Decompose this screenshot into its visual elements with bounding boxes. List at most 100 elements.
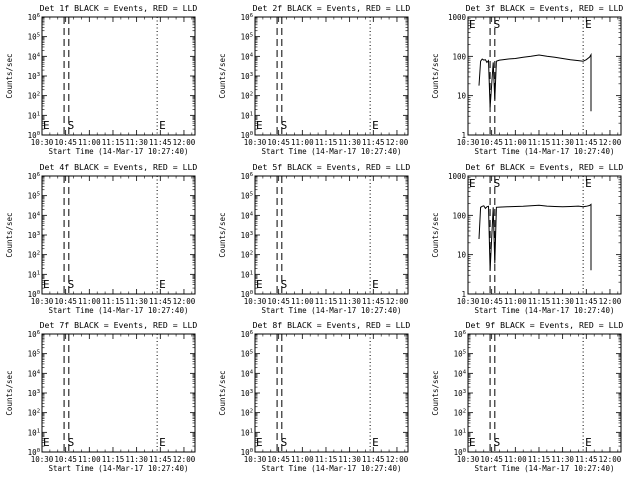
x-tick-label: 10:45	[267, 138, 290, 147]
x-tick-label: 11:00	[78, 455, 101, 464]
y-tick-label: 104	[28, 52, 41, 61]
y-tick-label: 101	[241, 270, 253, 279]
y-tick-label: 105	[28, 192, 40, 201]
y-tick-label: 104	[28, 369, 41, 378]
events-series-line	[478, 203, 592, 271]
event-annotation-s: S	[281, 278, 288, 291]
event-annotation-e: E	[372, 436, 379, 449]
event-annotation-e: E	[585, 18, 592, 31]
x-tick-label: 11:45	[149, 138, 172, 147]
y-tick-label: 105	[454, 350, 466, 359]
x-tick-label: 11:30	[551, 455, 574, 464]
event-annotation-e: E	[159, 436, 166, 449]
y-tick-label: 104	[28, 211, 41, 220]
x-tick-label: 10:30	[31, 455, 54, 464]
x-tick-label: 10:30	[244, 138, 267, 147]
detector-panel: Det 8f BLACK = Events, RED = LLD 100 101 10…	[218, 320, 410, 473]
y-tick-label: 102	[28, 409, 40, 418]
x-tick-label: 10:30	[457, 138, 480, 147]
detector-panel: Det 4f BLACK = Events, RED = LLD 100 101 10…	[5, 162, 197, 315]
event-annotation-s: S	[281, 436, 288, 449]
x-tick-label: 11:30	[338, 455, 361, 464]
y-tick-label: 10	[457, 92, 467, 101]
x-axis-label: Start Time (14-Mar-17 10:27:40)	[262, 147, 402, 156]
x-tick-label: 11:15	[102, 138, 125, 147]
panel-title: Det 8f BLACK = Events, RED = LLD	[253, 320, 411, 330]
y-tick-label: 1000	[448, 13, 467, 22]
x-tick-label: 11:15	[528, 297, 551, 306]
x-tick-label: 11:00	[291, 297, 314, 306]
x-tick-label: 10:30	[31, 138, 54, 147]
event-annotation-s: S	[494, 177, 501, 190]
x-tick-label: 10:45	[267, 297, 290, 306]
x-tick-label: 11:15	[315, 138, 338, 147]
x-tick-label: 12:00	[386, 138, 409, 147]
x-tick-label: 11:30	[125, 455, 148, 464]
y-tick-label: 106	[454, 330, 466, 339]
x-tick-label: 11:15	[102, 455, 125, 464]
y-tick-label: 10	[457, 251, 467, 260]
x-tick-label: 11:30	[125, 138, 148, 147]
x-tick-label: 10:30	[457, 297, 480, 306]
x-tick-label: 11:15	[528, 138, 551, 147]
x-axis-label: Start Time (14-Mar-17 10:27:40)	[49, 147, 189, 156]
x-axis-label: Start Time (14-Mar-17 10:27:40)	[475, 147, 615, 156]
y-tick-label: 106	[241, 172, 253, 181]
y-axis-label: Counts/sec	[5, 212, 14, 257]
y-axis-label: Counts/sec	[431, 53, 440, 98]
y-axis-label: Counts/sec	[218, 370, 227, 415]
x-axis-label: Start Time (14-Mar-17 10:27:40)	[475, 464, 615, 473]
y-tick-label: 105	[28, 350, 40, 359]
x-tick-label: 11:00	[504, 297, 527, 306]
x-tick-label: 10:45	[54, 455, 77, 464]
event-annotation-e: E	[256, 278, 263, 291]
y-tick-label: 102	[241, 251, 253, 260]
y-tick-label: 103	[454, 389, 466, 398]
plot-frame	[254, 175, 409, 295]
y-tick-label: 101	[241, 111, 253, 120]
plot-frame	[41, 333, 196, 453]
event-annotation-e: E	[469, 177, 476, 190]
detector-panel: Det 7f BLACK = Events, RED = LLD 100 101 10…	[5, 320, 197, 473]
x-tick-label: 11:45	[575, 138, 598, 147]
y-tick-label: 100	[241, 290, 253, 299]
x-axis-label: Start Time (14-Mar-17 10:27:40)	[475, 306, 615, 315]
detector-panel: Det 1f BLACK = Events, RED = LLD 100 101 10…	[5, 3, 197, 156]
y-tick-label: 105	[241, 33, 253, 42]
x-axis-label: Start Time (14-Mar-17 10:27:40)	[262, 464, 402, 473]
y-tick-label: 103	[241, 72, 253, 81]
panel-title: Det 6f BLACK = Events, RED = LLD	[466, 162, 624, 172]
x-tick-label: 12:00	[386, 455, 409, 464]
panel-title: Det 3f BLACK = Events, RED = LLD	[466, 3, 624, 13]
panel-title: Det 7f BLACK = Events, RED = LLD	[40, 320, 198, 330]
event-annotation-e: E	[43, 436, 50, 449]
detector-panel: Det 2f BLACK = Events, RED = LLD 100 101 10…	[218, 3, 410, 156]
y-tick-label: 1	[461, 290, 466, 299]
y-tick-label: 103	[28, 72, 40, 81]
y-tick-label: 100	[241, 131, 253, 140]
x-tick-label: 12:00	[599, 297, 622, 306]
panel-title: Det 2f BLACK = Events, RED = LLD	[253, 3, 411, 13]
x-tick-label: 11:45	[362, 297, 385, 306]
y-tick-label: 105	[241, 192, 253, 201]
events-series-line	[478, 52, 592, 112]
x-tick-label: 10:30	[31, 297, 54, 306]
x-tick-label: 10:45	[267, 455, 290, 464]
event-annotation-s: S	[494, 436, 501, 449]
x-tick-label: 11:30	[551, 138, 574, 147]
y-tick-label: 100	[452, 211, 466, 220]
detector-panel: Det 3f BLACK = Events, RED = LLD 1 10 100 10…	[431, 3, 623, 156]
x-tick-label: 11:15	[315, 455, 338, 464]
plot-frame	[467, 175, 622, 295]
event-annotation-e: E	[469, 18, 476, 31]
x-tick-label: 10:30	[244, 297, 267, 306]
y-axis-label: Counts/sec	[431, 370, 440, 415]
panel-title: Det 4f BLACK = Events, RED = LLD	[40, 162, 198, 172]
y-tick-label: 106	[28, 13, 40, 22]
y-tick-label: 102	[28, 251, 40, 260]
y-tick-label: 100	[28, 448, 40, 457]
plot-frame	[41, 16, 196, 136]
y-tick-label: 103	[28, 231, 40, 240]
x-tick-label: 11:45	[149, 297, 172, 306]
